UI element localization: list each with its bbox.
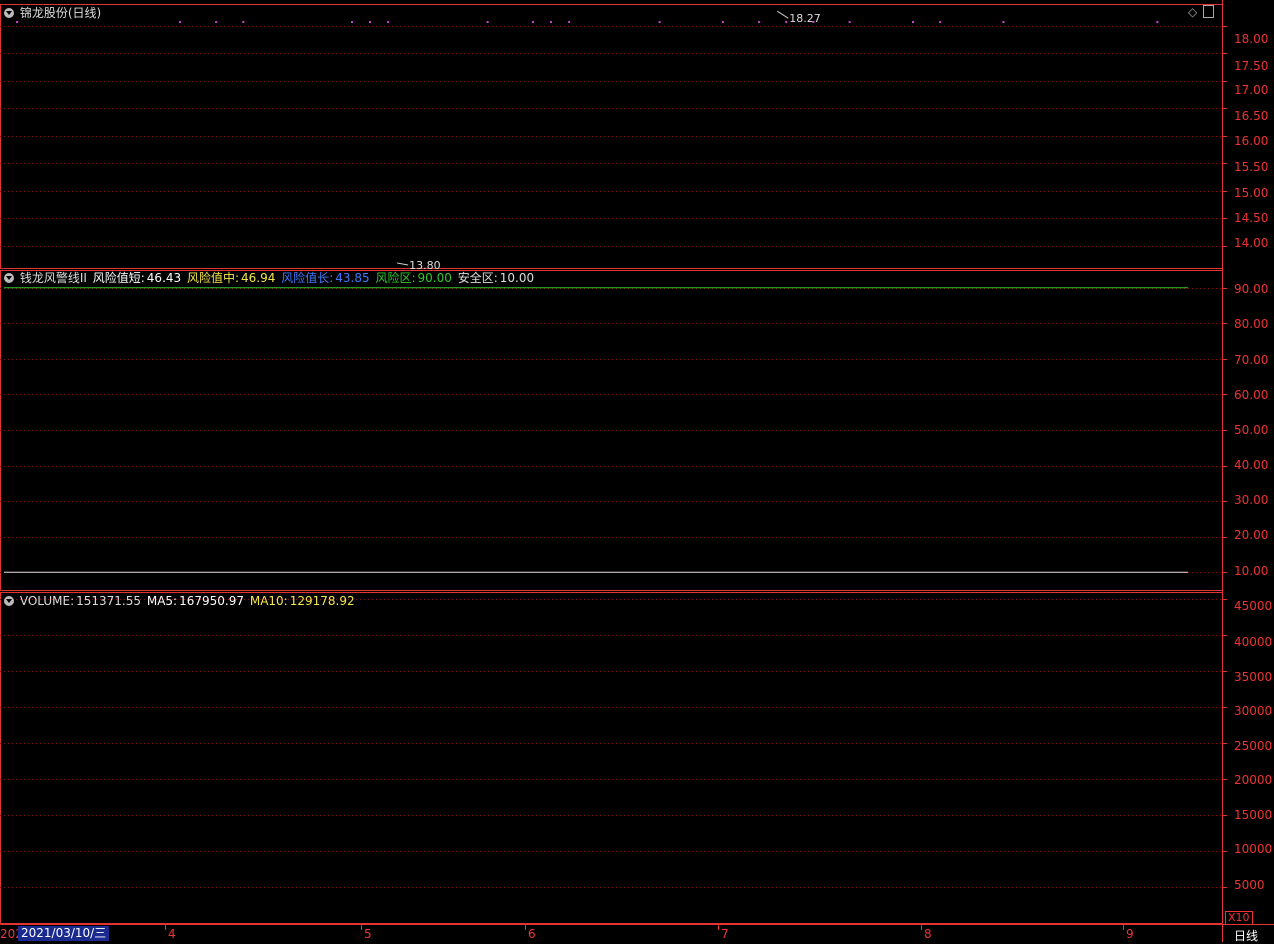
panel-frame <box>0 592 1223 924</box>
indicator-ytick: 90.00 <box>1234 282 1269 296</box>
price-marker-label: 18.27 <box>789 12 821 25</box>
price-ytick: 17.50 <box>1234 59 1269 73</box>
collapse-icon[interactable] <box>4 596 14 606</box>
indicator-legend: 钱龙风警线II 风险值短: 46.43 风险值中: 46.94 风险值长: 43.85… <box>4 271 536 285</box>
signal-dot <box>1002 21 1005 23</box>
volume-ytick: 5000 <box>1234 878 1265 892</box>
price-ytick: 16.50 <box>1234 109 1269 123</box>
risk-zone-value: 90.00 <box>417 271 452 285</box>
ma5-label: MA5: <box>146 594 178 608</box>
signal-dot <box>785 21 788 23</box>
indicator-ytick: 50.00 <box>1234 423 1269 437</box>
month-tick: 7 <box>721 927 729 941</box>
ma10-label: MA10: <box>249 594 288 608</box>
price-panel[interactable]: 18.27 13.80 <box>16 10 1159 272</box>
month-tick: 5 <box>364 927 372 941</box>
signal-dot <box>721 21 724 23</box>
risk-long-label: 风险值长: <box>281 271 334 285</box>
price-ytick: 14.00 <box>1234 236 1269 250</box>
signal-dot <box>486 21 489 23</box>
chart-title: 锦龙股份(日线) <box>19 6 102 20</box>
price-marker-line <box>776 10 789 19</box>
volume-ytick: 40000 <box>1234 635 1273 649</box>
risk-zone-label: 风险区: <box>375 271 416 285</box>
date-prefix: 202 <box>0 927 23 941</box>
price-ytick: 15.00 <box>1234 186 1269 200</box>
safe-zone-label: 安全区: <box>457 271 498 285</box>
month-tick: 6 <box>528 927 536 941</box>
indicator-ytick: 20.00 <box>1234 528 1269 542</box>
risk-short-label: 风险值短: <box>92 271 145 285</box>
price-legend: 锦龙股份(日线) <box>4 6 103 20</box>
risk-short-value: 46.43 <box>146 271 182 285</box>
signal-dot <box>178 21 181 23</box>
indicator-ytick: 40.00 <box>1234 458 1269 472</box>
volume-unit-label: X10 <box>1225 911 1253 925</box>
signal-dot <box>242 21 245 23</box>
signal-dot <box>568 21 571 23</box>
signal-dot <box>16 21 19 23</box>
signal-dot <box>531 21 534 23</box>
month-tick: 8 <box>924 927 932 941</box>
current-date: 2021/03/10/三 <box>18 926 110 941</box>
panel-frame <box>0 270 1223 591</box>
risk-mid-label: 风险值中: <box>186 271 240 285</box>
volume-ytick: 45000 <box>1234 599 1273 613</box>
period-label[interactable]: 日线 <box>1234 929 1259 943</box>
collapse-icon[interactable] <box>4 273 14 283</box>
price-ytick: 16.00 <box>1234 134 1269 148</box>
signal-dot <box>369 21 371 23</box>
signal-dot <box>550 21 552 23</box>
indicator-ytick: 70.00 <box>1234 353 1269 367</box>
window-controls: ◇ <box>1188 5 1215 19</box>
volume-ytick: 20000 <box>1234 773 1273 787</box>
signal-dot <box>350 21 353 23</box>
collapse-icon[interactable] <box>4 8 14 18</box>
indicator-ytick: 30.00 <box>1234 493 1269 507</box>
volume-ytick: 25000 <box>1234 739 1273 753</box>
volume-legend: VOLUME: 151371.55 MA5: 167950.97 MA10: 1291… <box>4 594 357 608</box>
signal-dot <box>758 21 761 23</box>
safe-zone-value: 10.00 <box>499 271 535 285</box>
risk-mid-value: 46.94 <box>241 271 276 285</box>
volume-ytick: 30000 <box>1234 704 1273 718</box>
signal-dot <box>658 21 661 23</box>
signal-dot <box>1156 21 1159 23</box>
indicator-ytick: 10.00 <box>1234 564 1269 578</box>
indicator-ytick: 80.00 <box>1234 317 1269 331</box>
month-tick: 4 <box>168 927 176 941</box>
indicator-name: 钱龙风警线II <box>19 271 87 285</box>
price-marker-label: 13.80 <box>409 259 441 272</box>
ma5-value: 167950.97 <box>179 594 245 608</box>
price-ytick: 18.00 <box>1234 32 1269 46</box>
price-ytick: 17.00 <box>1234 83 1269 97</box>
volume-ytick: 10000 <box>1234 842 1273 856</box>
signal-dot <box>848 21 851 23</box>
risk-long-value: 43.85 <box>335 271 370 285</box>
panel-frame <box>0 4 1223 269</box>
volume-ytick: 15000 <box>1234 808 1273 822</box>
price-ytick: 14.50 <box>1234 211 1269 225</box>
price-marker-line <box>397 262 409 266</box>
diamond-icon[interactable]: ◇ <box>1188 5 1198 19</box>
signal-dot <box>215 21 218 23</box>
signal-dot <box>387 21 390 23</box>
price-ytick: 15.50 <box>1234 160 1269 174</box>
signal-dot <box>912 21 914 23</box>
ma10-value: 129178.92 <box>289 594 355 608</box>
month-tick: 9 <box>1126 927 1134 941</box>
volume-ytick: 35000 <box>1234 670 1273 684</box>
volume-label: VOLUME: <box>19 594 75 608</box>
signal-dot <box>812 21 815 23</box>
signal-dot <box>939 21 942 23</box>
indicator-panel[interactable] <box>4 287 1188 573</box>
indicator-ytick: 60.00 <box>1234 388 1269 402</box>
maximize-icon[interactable] <box>1203 5 1215 18</box>
volume-value: 151371.55 <box>76 594 142 608</box>
